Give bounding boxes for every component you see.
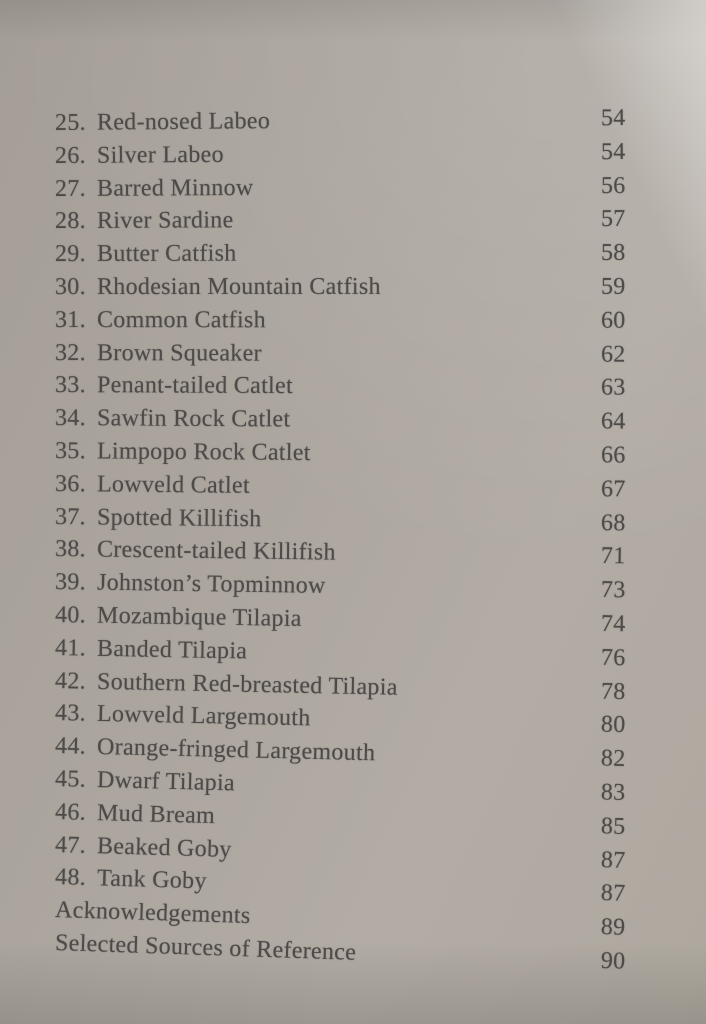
toc-entry-number: 44. <box>54 733 87 760</box>
toc-entry-number: 35. <box>54 437 87 465</box>
toc-entry-page: 56 <box>600 172 626 199</box>
toc-entry-number: 34. <box>54 405 87 432</box>
toc-entry-number: 28. <box>54 208 86 235</box>
toc-entry-page: 63 <box>600 374 626 401</box>
toc-entry-number: 25. <box>54 109 86 136</box>
toc-entry-page: 58 <box>600 239 626 267</box>
toc-entry-page: 80 <box>600 711 626 739</box>
toc-entry-title: Penant-tailed Catlet <box>96 372 294 400</box>
toc-entry-page: 89 <box>600 914 626 941</box>
toc-entry-page: 78 <box>600 678 626 705</box>
toc-entry-number: 33. <box>54 372 86 399</box>
toc-entry-number: 30. <box>54 273 86 300</box>
toc-row: 25. Red-nosed Labeo 54 <box>55 105 647 143</box>
toc-entry-page: 68 <box>600 509 626 536</box>
toc-entry-page: 57 <box>600 206 626 233</box>
toc-entry-title: Barred Minnow <box>96 174 254 202</box>
toc-row: 26. Silver Labeo 54 <box>55 139 647 176</box>
toc-row: 27. Barred Minnow 56 <box>55 172 647 208</box>
toc-entry-number: 37. <box>54 503 87 530</box>
toc-entry-page: 85 <box>600 812 626 840</box>
toc-row: 32. Brown Squeaker 62 <box>55 340 647 375</box>
toc-entry-page: 64 <box>600 408 626 435</box>
toc-entry-number: 45. <box>54 765 87 793</box>
toc-row: 28. River Sardine 57 <box>55 206 647 241</box>
toc-entry-page: 60 <box>600 307 626 334</box>
toc-entry-page: 73 <box>600 577 626 604</box>
toc-entry-page: 87 <box>600 846 626 874</box>
toc-entry-number: 48. <box>54 864 87 892</box>
toc-row: 29. Butter Catfish 58 <box>55 240 647 274</box>
toc-entry-page: 54 <box>600 138 626 165</box>
toc-entry-number: 31. <box>54 306 86 333</box>
toc-entry-title: Common Catfish <box>96 306 266 334</box>
toc-entry-number: 36. <box>54 470 87 498</box>
toc-entry-title: Butter Catfish <box>96 240 237 268</box>
table-of-contents: 25. Red-nosed Labeo 54 26. Silver Labeo 54 27.… <box>54 105 647 975</box>
toc-entry-page: 87 <box>600 880 626 908</box>
toc-entry-page: 71 <box>600 543 626 570</box>
toc-entry-title: Silver Labeo <box>96 141 224 169</box>
toc-entry-page: 90 <box>600 947 626 975</box>
toc-entry-number: 47. <box>54 831 87 859</box>
toc-entry-page: 62 <box>600 341 626 368</box>
toc-entry-page: 82 <box>600 745 626 773</box>
toc-entry-title: Brown Squeaker <box>96 339 262 367</box>
toc-entry-title: Crescent-tailed Killifish <box>96 536 336 566</box>
toc-entry-title: Limpopo Rock Catlet <box>96 438 311 466</box>
toc-entry-page: 59 <box>600 273 626 300</box>
toc-entry-title: Rhodesian Mountain Catfish <box>96 273 381 300</box>
toc-entry-number: 27. <box>54 175 86 202</box>
toc-entry-number: 41. <box>54 634 87 662</box>
toc-entry-number: 32. <box>54 339 86 366</box>
toc-row: 31. Common Catfish 60 <box>55 307 647 341</box>
toc-entry-number: 46. <box>54 798 87 826</box>
toc-entry-page: 54 <box>600 105 626 132</box>
toc-entry-number: 38. <box>54 536 87 563</box>
toc-entry-page: 83 <box>600 779 626 806</box>
toc-row: 36. Lowveld Catlet 67 <box>55 471 647 509</box>
toc-entry-number: 39. <box>54 569 87 596</box>
toc-entry-number: 42. <box>54 667 87 695</box>
toc-row: 33. Penant-tailed Catlet 63 <box>55 372 647 407</box>
toc-entry-title: Lowveld Catlet <box>96 471 250 499</box>
toc-entry-page: 66 <box>600 442 626 469</box>
toc-entry-title: Sawfin Rock Catlet <box>96 405 291 433</box>
toc-entry-page: 74 <box>600 610 626 638</box>
toc-entry-number: 43. <box>54 700 87 727</box>
toc-entry-title: Red-nosed Labeo <box>96 108 271 136</box>
toc-entry-title: Johnston’s Topminnow <box>96 569 326 600</box>
toc-row: 34. Sawfin Rock Catlet 64 <box>55 405 647 441</box>
toc-row: 30. Rhodesian Mountain Catfish 59 <box>55 274 647 307</box>
toc-entry-title: River Sardine <box>96 207 234 235</box>
toc-entry-number: 29. <box>54 241 86 268</box>
toc-entry-number: 40. <box>54 601 87 629</box>
toc-entry-number: 26. <box>54 142 86 169</box>
toc-entry-title: Spotted Killifish <box>96 504 262 532</box>
toc-entry-page: 67 <box>600 475 626 503</box>
toc-row: 35. Limpopo Rock Catlet 66 <box>55 438 647 475</box>
toc-entry-page: 76 <box>600 644 626 671</box>
